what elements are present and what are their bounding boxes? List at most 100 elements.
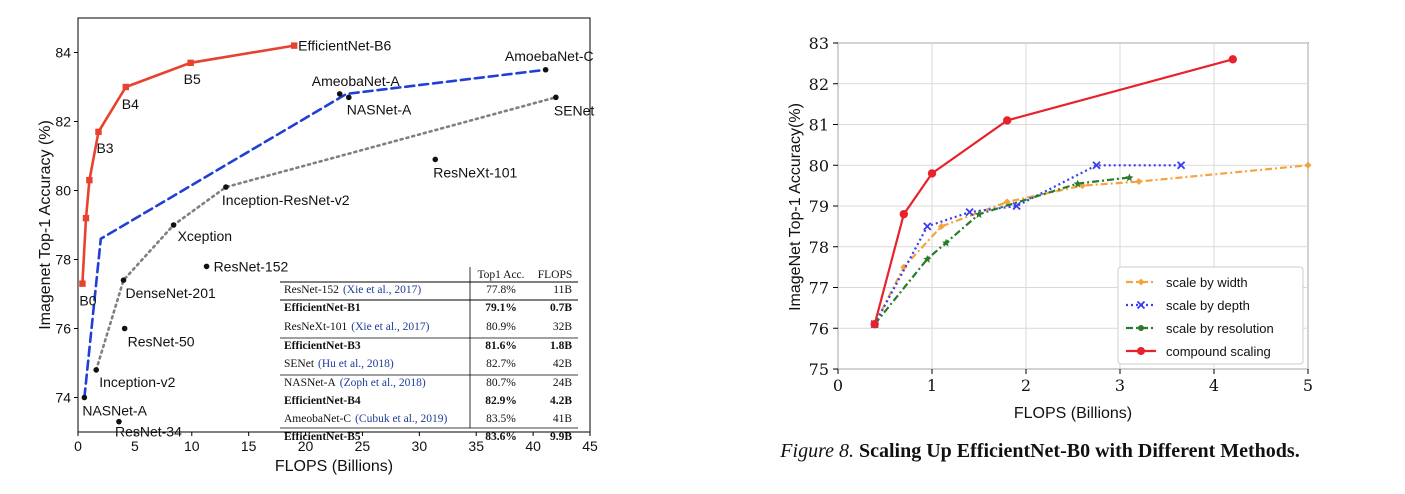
- legend-label: scale by resolution: [1166, 321, 1274, 336]
- right-x-tick-label: 4: [1209, 376, 1219, 395]
- efficientnet-point: [95, 128, 102, 136]
- table-row-acc: 80.7%: [486, 377, 516, 389]
- table-row-acc: 77.8%: [486, 284, 516, 296]
- series-marker-compound: [899, 209, 908, 219]
- table-model-citation: (Xie et al., 2017): [343, 284, 421, 296]
- legend-marker: [1137, 347, 1145, 355]
- table-model-citation: (Zoph et al., 2018): [340, 377, 426, 389]
- table-header-flops: FLOPS: [538, 269, 573, 281]
- table-row-model: EfficientNet-B5: [284, 431, 361, 443]
- series-marker-depth: [1092, 161, 1101, 170]
- table-row-acc: 83.5%: [486, 413, 516, 425]
- table-model-name: EfficientNet-B3: [284, 340, 361, 352]
- model-point-label: ResNet-50: [128, 334, 195, 350]
- legend-box: [1117, 266, 1304, 365]
- right-x-tick-label: 5: [1303, 376, 1313, 395]
- right-y-axis-label: ImageNet Top-1 Accuracy(%): [787, 103, 804, 311]
- table-row-flops: 41B: [553, 413, 573, 425]
- efficientnet-point-label: B0: [79, 293, 96, 309]
- model-point-label: ResNet-34: [115, 424, 182, 440]
- efficientnet-point: [79, 280, 86, 287]
- series-line-resolution: [873, 176, 1130, 325]
- series-marker-width: [1003, 198, 1011, 206]
- left-chart: 0 5 10 15 20 25 30 35 40 45 74 76 78 80 82 84 B0 B3 B4 B5…: [37, 17, 598, 475]
- table-row-flops: 42B: [553, 358, 573, 370]
- table-row-flops: 32B: [553, 321, 573, 333]
- blue-dashed-line: [83, 68, 547, 399]
- legend-marker: [1137, 278, 1145, 286]
- caption-title: Scaling Up EfficientNet-B0 with Differen…: [859, 440, 1300, 462]
- table-model-name: SENet: [284, 358, 315, 370]
- table-row-model: NASNet-A (Zoph et al., 2018): [284, 377, 426, 389]
- caption-text: Figure 8. Scaling Up EfficientNet-B0 with…: [779, 440, 1299, 462]
- table-row-acc: 82.7%: [486, 358, 516, 370]
- model-point: [120, 277, 127, 284]
- model-point: [203, 263, 210, 270]
- left-x-tick-label: 40: [525, 438, 541, 454]
- table-row-acc: 83.6%: [485, 431, 517, 443]
- caption-prefix: Figure 8.: [779, 440, 854, 462]
- table-row-model: EfficientNet-B4: [284, 395, 361, 407]
- model-point-label: Xception: [178, 228, 232, 244]
- right-x-tick-label: 0: [833, 376, 843, 395]
- efficientnet-point-label: B5: [184, 71, 201, 87]
- model-point-label: AmoebaNet-C: [505, 48, 594, 64]
- legend-label: scale by width: [1166, 275, 1248, 290]
- model-point-label: NASNet-A: [82, 403, 147, 419]
- table-row-flops: 4.2B: [550, 395, 572, 407]
- right-x-ticks: 0 1 2 3 4 5: [833, 369, 1313, 395]
- left-x-tick-label: 25: [355, 438, 371, 454]
- table-row-model: ResNet-152 (Xie et al., 2017): [284, 284, 421, 296]
- series-marker-resolution: [942, 238, 951, 247]
- left-y-tick-label: 80: [55, 183, 71, 199]
- table-row-acc: 81.6%: [485, 340, 517, 352]
- table-row-acc: 82.9%: [485, 395, 517, 407]
- table-row-model: SENet (Hu et al., 2018): [284, 358, 394, 370]
- table-model-name: EfficientNet-B5: [284, 431, 361, 443]
- left-y-tick-label: 76: [55, 321, 71, 337]
- left-x-tick-label: 15: [241, 438, 257, 454]
- series-marker-width: [1135, 178, 1143, 186]
- left-x-tick-label: 35: [468, 438, 484, 454]
- model-point: [81, 394, 88, 401]
- right-y-tick-label: 80: [809, 156, 829, 175]
- left-x-ticks: 0 5 10 15 20 25 30 35 40 45: [74, 432, 598, 454]
- series-line-depth: [873, 164, 1182, 325]
- series-marker-resolution: [1125, 173, 1134, 182]
- series-marker-depth: [1012, 201, 1021, 211]
- efficientnet-point: [187, 59, 194, 67]
- right-y-tick-label: 77: [809, 279, 829, 298]
- right-y-tick-label: 82: [809, 75, 829, 94]
- series-marker-compound: [1003, 116, 1012, 125]
- table-row-flops: 9.9B: [550, 431, 572, 443]
- efficientnet-point-label: EfficientNet-B6: [298, 38, 391, 54]
- model-point-label: SENet: [554, 102, 595, 118]
- table-row-flops: 0.7B: [550, 302, 572, 314]
- left-y-ticks: 74 76 78 80 82 84: [55, 45, 78, 406]
- model-point-label: DenseNet-201: [126, 285, 216, 301]
- model-point: [336, 91, 343, 97]
- table-row-model: ResNeXt-101 (Xie et al., 2017): [284, 321, 430, 333]
- table-model-name: NASNet-A: [284, 377, 336, 389]
- series-marker-depth: [965, 207, 974, 217]
- model-point: [223, 184, 229, 190]
- left-y-axis-label: Imagenet Top-1 Accuracy (%): [37, 120, 54, 330]
- right-y-tick-label: 81: [809, 116, 829, 135]
- efficientnet-point: [82, 214, 90, 222]
- left-y-tick-label: 78: [55, 252, 71, 268]
- legend-label: compound scaling: [1166, 344, 1271, 359]
- efficientnet-point-label: B4: [122, 96, 139, 112]
- table-row-acc: 79.1%: [485, 302, 517, 314]
- right-x-tick-label: 3: [1115, 376, 1125, 395]
- table-model-name: ResNet-152: [284, 284, 339, 296]
- left-y-tick-label: 84: [55, 45, 71, 61]
- left-points: [79, 42, 559, 425]
- table-row-model: EfficientNet-B1: [284, 302, 361, 314]
- table-model-name: AmeobaNet-C: [284, 413, 351, 425]
- series-marker-resolution: [1073, 179, 1082, 188]
- left-x-tick-label: 0: [74, 438, 82, 454]
- legend-label: scale by depth: [1166, 298, 1250, 313]
- efficientnet-point: [290, 42, 298, 49]
- right-series-lines: [870, 55, 1312, 329]
